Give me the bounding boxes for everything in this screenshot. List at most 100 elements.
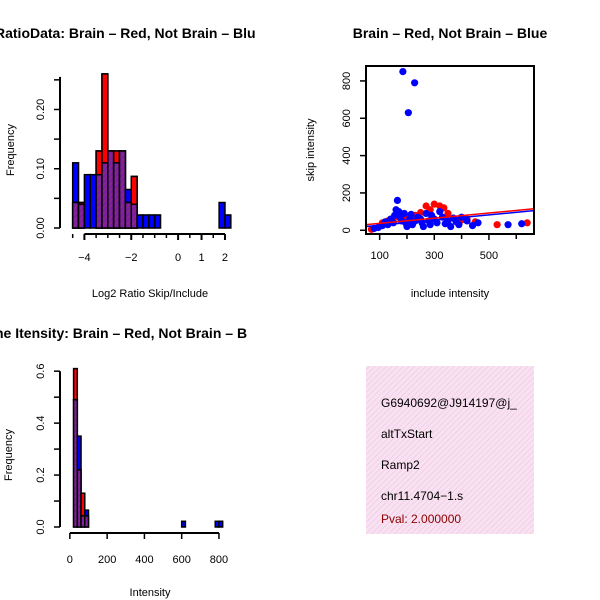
scatter-point-not-brain <box>455 221 463 229</box>
scatter-point-not-brain <box>407 210 415 218</box>
ratio-bar-overlap <box>130 203 138 229</box>
intensity-hist-ylabel: Frequency <box>3 429 15 481</box>
intensity-y-tick-label: 0.4 <box>35 415 47 430</box>
ratio-bar-brain <box>130 175 138 206</box>
ratio-x-tick-label: −2 <box>125 252 138 264</box>
ratio-x-tick-label: −4 <box>78 252 91 264</box>
info-panel: G6940692@J914197@j_ altTxStart Ramp2 chr… <box>366 366 534 534</box>
scatter-point-not-brain <box>436 208 444 216</box>
scatter-point-not-brain <box>468 222 477 230</box>
info-background <box>366 366 534 534</box>
intensity-x-tick-label: 400 <box>135 554 153 566</box>
scatter-point-not-brain <box>404 109 412 117</box>
scatter-trend-line <box>366 208 534 226</box>
scatter-point-brain <box>523 219 531 227</box>
ratio-bar-not-brain <box>148 214 156 229</box>
intensity-bar-overlap <box>84 515 90 528</box>
scatter-point-not-brain <box>399 68 407 76</box>
ratio-histogram-panel: RatioData: Brain – Red, Not Brain – Blu … <box>0 25 256 300</box>
ratio-hist-xlabel: Log2 Ratio Skip/Include <box>92 288 208 300</box>
ratio-hist-bars <box>71 73 232 229</box>
info-event-id: G6940692@J914197@j_ <box>381 396 517 410</box>
scatter-x-tick-label: 300 <box>425 250 443 262</box>
scatter-point-not-brain <box>395 208 403 216</box>
intensity-hist-bars <box>72 367 224 528</box>
scatter-point-brain <box>430 200 438 208</box>
intensity-y-tick-label: 0.0 <box>35 519 47 534</box>
scatter-point-not-brain <box>400 209 408 218</box>
ratio-bar-not-brain <box>142 214 150 229</box>
ratio-bar-brain <box>101 73 109 164</box>
scatter-y-tick-label: 0 <box>341 227 353 233</box>
scatter-point-not-brain <box>433 219 441 227</box>
ratio-x-tick-label: 0 <box>175 252 181 264</box>
ratio-bar-not-brain <box>136 214 144 229</box>
scatter-point-not-brain <box>426 221 434 229</box>
ratio-bar-overlap <box>95 173 103 229</box>
ratio-bar-not-brain <box>83 173 92 229</box>
scatter-point-not-brain <box>393 196 402 204</box>
scatter-point-brain <box>444 209 452 218</box>
ratio-bar-brain <box>95 150 103 176</box>
intensity-x-tick-label: 600 <box>173 554 191 566</box>
intensity-x-tick-label: 800 <box>210 554 228 566</box>
intensity-y-tick-label: 0.6 <box>35 364 47 379</box>
intensity-hist-title: ne Itensity: Brain – Red, Not Brain – B <box>0 325 247 341</box>
scatter-y-tick-label: 800 <box>341 72 353 90</box>
ratio-hist-axes: −4 −2 0 1 2 0.00 0.10 0.20 <box>35 76 228 264</box>
ratio-bar-overlap <box>118 150 127 229</box>
intensity-x-tick-label: 0 <box>67 554 73 566</box>
info-location: chr11.4704−1.s <box>381 489 463 503</box>
intensity-y-tick-label: 0.2 <box>35 467 47 482</box>
ratio-bar-overlap <box>71 201 80 229</box>
scatter-point-not-brain <box>411 79 419 87</box>
scatter-y-tick-label: 600 <box>341 109 353 127</box>
ratio-bar-not-brain <box>153 214 162 229</box>
scatter-xlabel: include intensity <box>411 288 490 300</box>
scatter-y-tick-label: 200 <box>341 184 353 202</box>
info-event-type: altTxStart <box>381 427 433 441</box>
ratio-y-tick-label: 0.10 <box>35 158 47 179</box>
info-pval: Pval: 2.000000 <box>381 512 461 526</box>
scatter-point-not-brain <box>422 209 430 218</box>
intensity-x-tick-label: 200 <box>98 554 116 566</box>
scatter-title: Brain – Red, Not Brain – Blue <box>353 25 548 41</box>
ratio-bar-overlap <box>124 201 133 229</box>
intensity-hist-axes: 0 200 400 600 800 0.0 0.2 0.4 0.6 <box>35 364 228 566</box>
scatter-point-not-brain <box>518 220 526 228</box>
scatter-axes: 100 300 500 0 200 400 600 800 <box>341 65 535 262</box>
ratio-bar-not-brain <box>218 201 226 229</box>
intensity-bar-not-brain <box>218 520 224 528</box>
ratio-bar-not-brain <box>224 214 232 229</box>
ratio-bar-overlap <box>77 203 86 229</box>
info-gene: Ramp2 <box>381 458 420 472</box>
intensity-bar-not-brain <box>180 520 187 528</box>
scatter-y-tick-label: 400 <box>341 146 353 164</box>
ratio-hist-title: RatioData: Brain – Red, Not Brain – Blu <box>0 25 256 41</box>
scatter-points <box>366 68 534 233</box>
scatter-point-not-brain <box>474 219 482 227</box>
intensity-histogram-panel: ne Itensity: Brain – Red, Not Brain – B … <box>0 325 247 599</box>
scatter-point-not-brain <box>504 221 512 229</box>
scatter-point-brain <box>493 221 501 229</box>
ratio-y-tick-label: 0.00 <box>35 217 47 238</box>
ratio-y-tick-label: 0.20 <box>35 99 47 120</box>
scatter-point-not-brain <box>447 222 455 231</box>
ratio-bar-overlap <box>112 162 121 229</box>
scatter-panel: Brain – Red, Not Brain – Blue 100 300 500 0… <box>305 25 547 300</box>
ratio-hist-ylabel: Frequency <box>5 124 17 176</box>
ratio-bar-not-brain <box>89 173 97 229</box>
ratio-x-tick-label: 1 <box>198 252 204 264</box>
ratio-x-tick-label: 2 <box>222 252 228 264</box>
ratio-bar-brain <box>77 201 86 206</box>
ratio-bar-overlap <box>101 162 109 229</box>
intensity-bar-brain <box>72 367 79 401</box>
ratio-bar-overlap <box>107 150 115 229</box>
scatter-point-not-brain <box>403 222 411 231</box>
scatter-point-not-brain <box>419 222 427 231</box>
scatter-trend-line <box>366 209 534 228</box>
intensity-hist-xlabel: Intensity <box>130 587 171 599</box>
scatter-x-tick-label: 100 <box>370 250 388 262</box>
scatter-ylabel: skip intensity <box>305 118 317 181</box>
